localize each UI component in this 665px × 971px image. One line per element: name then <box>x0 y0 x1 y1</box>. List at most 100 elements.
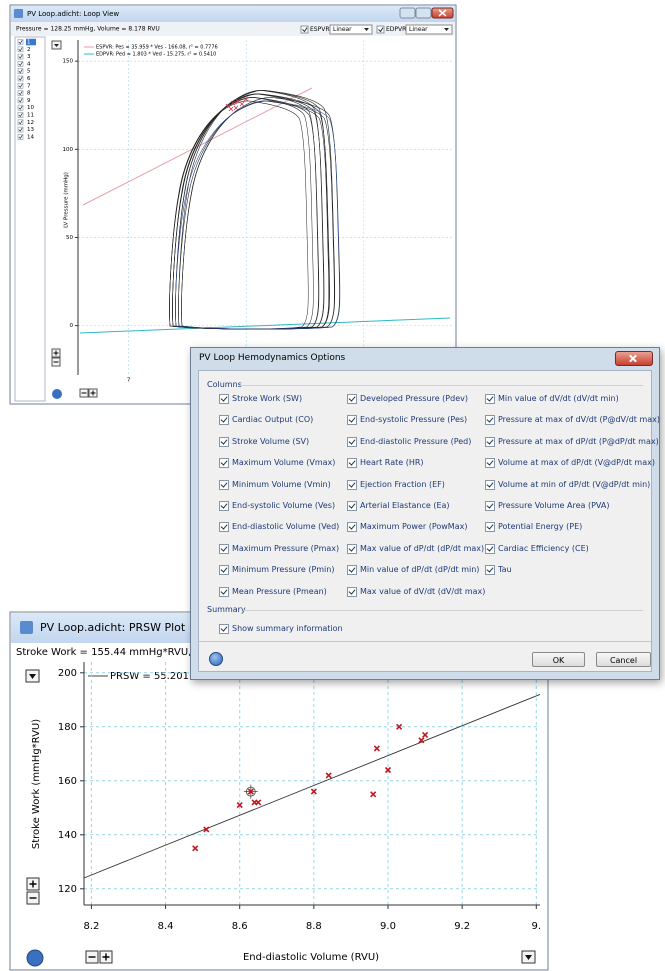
cancel-button[interactable]: Cancel <box>596 652 651 667</box>
checkbox[interactable]: Max value of dV/dt (dV/dt max) <box>347 586 485 597</box>
checkbox[interactable]: Pressure Volume Area (PVA) <box>485 501 609 511</box>
y-tick-label: 120 <box>58 884 77 895</box>
y-axis-label: LV Pressure (mmHg) <box>64 172 70 228</box>
espvr-dropdown[interactable] <box>329 24 373 35</box>
checkbox[interactable]: Volume at max of dP/dt (V@dP/dt max) <box>485 458 655 469</box>
checkbox[interactable] <box>17 90 24 96</box>
checkbox[interactable]: Stroke Work (SW) <box>219 394 302 404</box>
dialog-title: PV Loop Hemodynamics Options <box>199 353 346 363</box>
data-point <box>255 799 262 806</box>
checkbox[interactable] <box>17 112 24 118</box>
check-glyph <box>378 27 384 33</box>
help-icon[interactable] <box>52 389 62 399</box>
loop-view-window: PV Loop.adicht: Loop View Pressure = 128… <box>9 4 457 405</box>
selection <box>26 38 36 46</box>
checkbox[interactable]: Volume at min of dP/dt (V@dP/dt min) <box>485 479 650 490</box>
minimize-button[interactable] <box>399 7 416 19</box>
status-text: Stroke Work = 155.44 mmHg*RVU, <box>16 647 191 658</box>
check-glyph <box>18 47 23 52</box>
checkbox[interactable]: Heart Rate (HR) <box>347 458 424 469</box>
edpvr-checkbox[interactable] <box>376 25 385 34</box>
checkbox[interactable] <box>17 83 24 89</box>
dropdown-arrow <box>54 44 59 47</box>
help-icon[interactable] <box>209 652 223 666</box>
checkbox[interactable] <box>17 134 24 140</box>
x-tick-label: 8.6 <box>232 921 248 932</box>
checkbox[interactable] <box>17 53 24 60</box>
checkbox[interactable]: Mean Pressure (Pmean) <box>219 586 327 597</box>
group-label: Columns <box>207 380 242 389</box>
data-point <box>373 745 380 752</box>
data-point <box>422 731 429 738</box>
checkbox[interactable] <box>17 97 24 104</box>
check-glyph <box>18 76 23 81</box>
checkbox[interactable]: Developed Pressure (Pdev) <box>347 394 468 404</box>
check-glyph <box>18 61 23 66</box>
title-bar[interactable] <box>11 6 455 22</box>
ok-button[interactable]: OK <box>532 652 585 667</box>
edpvr-dropdown[interactable] <box>405 24 453 35</box>
edpvr-mode: Linear <box>409 26 428 33</box>
espvr-mode: Linear <box>333 26 352 33</box>
options-dialog: PV Loop Hemodynamics Options Columns Str… <box>190 347 660 680</box>
checkbox[interactable]: End-systolic Volume (Ves) <box>219 501 335 511</box>
check-glyph <box>18 54 23 59</box>
loop-item: 3 <box>27 54 31 60</box>
check-glyph <box>18 120 23 125</box>
checkbox[interactable] <box>17 104 24 111</box>
espvr-label: ESPVR <box>310 26 330 33</box>
data-point <box>192 845 199 852</box>
help-icon[interactable] <box>26 949 44 967</box>
checkbox[interactable]: Max value of dP/dt (dP/dt max) <box>347 543 484 554</box>
checkbox[interactable]: End-systolic Pressure (Pes) <box>347 415 467 426</box>
pv-loop <box>172 90 336 330</box>
es-marker <box>243 96 249 102</box>
checkbox[interactable]: Ejection Fraction (EF) <box>347 479 445 490</box>
checkbox[interactable] <box>17 61 24 67</box>
checkbox[interactable]: Pressure at max of dP/dt (P@dP/dt max) <box>485 436 659 447</box>
checkbox[interactable]: Arterial Elastance (Ea) <box>347 501 450 511</box>
checkbox[interactable]: Pressure at max of dV/dt (P@dV/dt max) <box>485 415 660 426</box>
loop-item: 2 <box>27 47 31 53</box>
checkbox[interactable]: End-diastolic Pressure (Ped) <box>347 436 471 447</box>
check-glyph <box>18 40 23 45</box>
checkbox[interactable]: Minimum Volume (Vmin) <box>219 479 331 490</box>
checkbox[interactable]: Maximum Pressure (Pmax) <box>219 543 339 554</box>
data-point <box>247 788 254 795</box>
checkbox[interactable]: Maximum Volume (Vmax) <box>219 458 335 469</box>
y-tick-label: 0 <box>70 323 74 329</box>
x-tick-label: 9.0 <box>380 921 396 932</box>
checkbox[interactable] <box>17 68 24 74</box>
checkbox[interactable]: Minimum Pressure (Pmin) <box>219 565 334 576</box>
data-point <box>203 826 210 833</box>
espvr-checkbox[interactable] <box>300 25 309 34</box>
checkbox[interactable]: Min value of dP/dt (dP/dt min) <box>347 565 479 576</box>
checkbox[interactable]: End-diastolic Volume (Ved) <box>219 522 339 533</box>
checkbox[interactable]: Potential Energy (PE) <box>485 522 582 533</box>
maximize-button[interactable] <box>415 7 432 19</box>
window-title: PV Loop.adicht: Loop View <box>27 10 119 18</box>
checkbox[interactable]: Tau <box>485 565 512 576</box>
checkbox[interactable] <box>17 126 24 133</box>
checkbox[interactable] <box>17 46 24 53</box>
title-bar[interactable]: PV Loop Hemodynamics Options <box>191 348 659 370</box>
close-button[interactable] <box>615 351 653 366</box>
legend-text: ESPVR: Pes = 35.959 * Ves - 166.08, r² =… <box>96 45 218 51</box>
checkbox[interactable]: Show summary information <box>219 624 343 634</box>
checkbox[interactable] <box>17 75 24 82</box>
checkbox[interactable]: Min value of dV/dt (dV/dt min) <box>485 394 619 404</box>
data-point <box>310 788 317 795</box>
checkbox[interactable]: Cardiac Output (CO) <box>219 415 313 426</box>
checkbox[interactable]: Cardiac Efficiency (CE) <box>485 543 589 554</box>
x-tick-label: 8.4 <box>158 921 174 932</box>
checkbox[interactable]: Stroke Volume (SV) <box>219 436 309 447</box>
y-tick-label: 50 <box>66 235 73 241</box>
checkbox[interactable]: Maximum Power (PowMax) <box>347 522 467 533</box>
checkbox[interactable] <box>17 39 24 45</box>
plus-glyph <box>90 390 96 396</box>
dropdown-arrow <box>364 28 369 31</box>
window-title: PV Loop.adicht: PRSW Plot <box>40 621 186 634</box>
y-tick-label: 160 <box>58 776 77 787</box>
checkbox[interactable] <box>17 119 24 126</box>
